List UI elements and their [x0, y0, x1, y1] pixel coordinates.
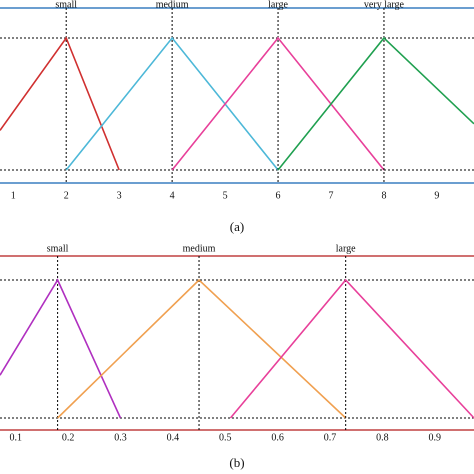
x-tick-label: 5: [223, 190, 228, 201]
x-tick-label: 0.9: [428, 432, 441, 443]
membership-line: [277, 36, 474, 171]
x-tick-label: 4: [170, 190, 175, 201]
x-tick-label: 3: [117, 190, 122, 201]
membership-line: [229, 278, 474, 419]
x-tick-label: 0.4: [167, 432, 180, 443]
caption: (a): [230, 219, 244, 234]
x-tick-label: 0.2: [62, 432, 75, 443]
x-tick-label: 0.5: [219, 432, 232, 443]
membership-line: [0, 278, 122, 419]
set-label: large: [336, 243, 356, 254]
set-label: small: [47, 243, 69, 254]
set-label: medium: [156, 0, 189, 10]
x-tick-label: 8: [381, 190, 386, 201]
set-label: medium: [183, 243, 216, 254]
x-tick-label: 7: [329, 190, 334, 201]
x-tick-label: 0.1: [9, 432, 22, 443]
x-tick-label: 0.7: [324, 432, 337, 443]
x-tick-label: 0.6: [271, 432, 284, 443]
set-label: large: [268, 0, 288, 10]
membership-line: [57, 278, 347, 419]
set-label: small: [55, 0, 77, 10]
membership-line: [171, 36, 385, 171]
caption: (b): [229, 455, 244, 470]
x-tick-label: 9: [434, 190, 439, 201]
x-tick-label: 6: [276, 190, 281, 201]
set-label: very large: [364, 0, 405, 10]
x-tick-label: 2: [64, 190, 69, 201]
x-tick-label: 1: [11, 190, 16, 201]
x-tick-label: 0.3: [114, 432, 127, 443]
x-tick-label: 0.8: [376, 432, 389, 443]
membership-line: [0, 36, 120, 171]
membership-line: [65, 36, 279, 171]
